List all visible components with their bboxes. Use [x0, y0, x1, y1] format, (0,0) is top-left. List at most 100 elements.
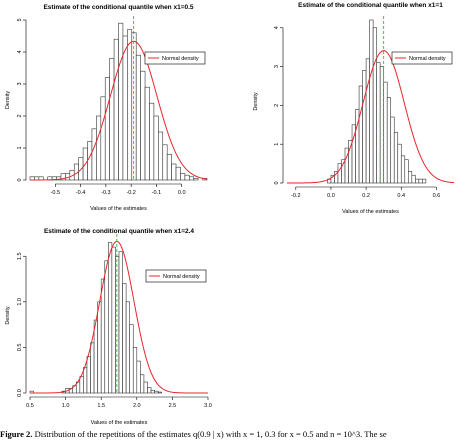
legend: Normal density [391, 51, 453, 65]
legend-box [391, 51, 453, 65]
x-tick-label: -0.4 [76, 190, 85, 196]
histogram-bar [390, 116, 395, 184]
histogram-bar [140, 374, 145, 394]
histogram-bar [422, 178, 427, 184]
histogram-bar [149, 102, 155, 181]
y-tick-label: 3 [274, 65, 280, 68]
histogram-bar [108, 242, 113, 394]
x-tick-label: 1.0 [62, 403, 70, 409]
histogram-bar [157, 391, 163, 394]
histogram-bar [125, 301, 130, 394]
chart-panel-2: Estimate of the conditional quantile whe… [253, 2, 455, 215]
caption-text: Distribution of the repetitions of the e… [34, 429, 387, 439]
histogram-bar [91, 128, 97, 181]
histogram-bar [376, 62, 381, 184]
histogram-bar [122, 35, 128, 181]
histogram-bar [90, 342, 95, 394]
histogram-bar [189, 176, 195, 181]
x-tick-label: -0.2 [126, 190, 135, 196]
histogram-bar [400, 155, 406, 184]
histogram-bar [180, 173, 186, 181]
legend-label: Normal density [163, 274, 200, 280]
histogram-bar [136, 360, 141, 394]
histogram-bar [104, 260, 109, 394]
y-tick-label: 3 [17, 82, 23, 85]
histogram-bar [144, 86, 150, 181]
histogram-bar [100, 96, 106, 181]
x-tick-label: 0.5 [26, 403, 34, 409]
x-tick-label: -0.5 [51, 190, 60, 196]
histogram-bar [86, 356, 91, 394]
x-tick-label: 2.0 [133, 403, 141, 409]
y-tick-label: 1 [274, 143, 280, 146]
y-tick-label: 0.0 [17, 389, 23, 397]
histogram-bar [415, 178, 420, 184]
histogram-bar [337, 163, 342, 184]
x-tick-label: -0.3 [101, 190, 110, 196]
y-tick-label: 0 [274, 181, 280, 184]
y-tick-label: 5 [17, 18, 23, 21]
histogram-bar [83, 367, 88, 394]
y-tick-label: 0 [17, 178, 23, 181]
x-tick-label: 0.0 [178, 190, 186, 196]
histogram-bar [147, 387, 152, 394]
histogram-bar [79, 376, 84, 394]
histogram-bar [153, 115, 159, 181]
histogram-bar [369, 19, 374, 184]
chart-title: Estimate of the conditional quantile whe… [43, 4, 193, 11]
legend: Normal density [144, 51, 206, 65]
x-tick-label: 2.5 [169, 403, 177, 409]
y-tick-label: 2 [17, 114, 23, 117]
histogram-bar [397, 143, 402, 184]
figure-caption: Figure 2. Distribution of the repetition… [0, 428, 474, 440]
normal-density-curve [30, 240, 208, 394]
histogram-bar [118, 251, 123, 394]
x-tick-label: -0.2 [291, 193, 300, 199]
histogram-bar [372, 27, 377, 184]
histogram-bar [104, 77, 110, 181]
histogram-bar [87, 141, 93, 181]
x-axis-label: Values of the estimates [90, 206, 147, 212]
legend-label: Normal density [409, 56, 446, 62]
plots-canvas: Estimate of the conditional quantile whe… [5, 2, 455, 426]
histogram-bar [97, 301, 102, 394]
histogram-bar [358, 85, 363, 184]
legend-box [145, 269, 207, 283]
y-tick-label: 4 [274, 26, 280, 29]
histogram-bar [365, 58, 370, 184]
chart-panel-3: Estimate of the conditional quantile whe… [5, 228, 212, 426]
histogram-bar [111, 246, 116, 394]
histogram-bar [158, 131, 164, 181]
histogram-bar [171, 163, 177, 181]
histogram-bar [404, 159, 409, 184]
histogram-bar [379, 66, 384, 184]
y-axis-label: Density [253, 92, 259, 111]
histogram-bar [118, 22, 124, 181]
histogram-bar [418, 178, 423, 184]
y-axis-label: Density [5, 91, 11, 110]
legend-label: Normal density [162, 56, 199, 62]
x-tick-label: 0.4 [397, 193, 405, 199]
histogram-bar [109, 58, 115, 181]
histogram-bar [386, 97, 392, 184]
histogram-bar [93, 319, 98, 394]
chart-title: Estimate of the conditional quantile whe… [298, 2, 443, 9]
x-tick-label: 0.0 [327, 193, 335, 199]
y-tick-label: 1 [17, 146, 23, 149]
histogram-bar [113, 38, 119, 181]
histogram-bar [140, 70, 146, 181]
histogram-bar [143, 381, 148, 394]
legend-box [144, 51, 206, 65]
legend: Normal density [145, 269, 207, 283]
normal-density-curve [287, 50, 455, 184]
histogram-bar [407, 171, 413, 184]
histogram-bar [193, 178, 199, 181]
y-tick-label: 0.5 [17, 344, 23, 352]
histogram-bar [135, 54, 141, 181]
histogram-bar [127, 29, 133, 181]
histogram-bar [411, 174, 416, 184]
histogram-bar [150, 389, 155, 394]
histogram-bar [96, 115, 102, 181]
histogram-bar [184, 174, 190, 181]
